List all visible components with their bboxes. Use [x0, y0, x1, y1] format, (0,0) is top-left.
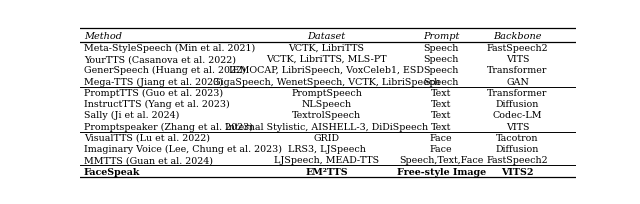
Text: Face: Face	[430, 144, 452, 153]
Text: Diffusion: Diffusion	[496, 100, 539, 109]
Text: Speech: Speech	[424, 66, 459, 75]
Text: VITS: VITS	[506, 55, 529, 64]
Text: VCTK, LibriTTS, MLS-PT: VCTK, LibriTTS, MLS-PT	[266, 55, 387, 64]
Text: MMTTS (Guan et al. 2024): MMTTS (Guan et al. 2024)	[84, 156, 213, 165]
Text: Face: Face	[430, 133, 452, 142]
Text: Method: Method	[84, 31, 122, 40]
Text: Internal Stylistic, AISHELL-3, DiDiSpeech: Internal Stylistic, AISHELL-3, DiDiSpeec…	[225, 122, 428, 131]
Text: PromptTTS (Guo et al. 2023): PromptTTS (Guo et al. 2023)	[84, 88, 223, 97]
Text: Text: Text	[431, 111, 451, 120]
Text: Transformer: Transformer	[487, 66, 548, 75]
Text: VITS: VITS	[506, 122, 529, 131]
Text: InstructTTS (Yang et al. 2023): InstructTTS (Yang et al. 2023)	[84, 100, 230, 109]
Text: VisualTTS (Lu et al. 2022): VisualTTS (Lu et al. 2022)	[84, 133, 210, 142]
Text: Text: Text	[431, 88, 451, 97]
Text: Sally (Ji et al. 2024): Sally (Ji et al. 2024)	[84, 111, 179, 120]
Text: EM²TTS: EM²TTS	[305, 167, 348, 176]
Text: IEMOCAP, LibriSpeech, VoxCeleb1, ESD: IEMOCAP, LibriSpeech, VoxCeleb1, ESD	[229, 66, 424, 75]
Text: Speech: Speech	[424, 55, 459, 64]
Text: GigaSpeech, WenetSpeech, VCTK, LibriSpeech: GigaSpeech, WenetSpeech, VCTK, LibriSpee…	[213, 77, 440, 86]
Text: VCTK, LibriTTS: VCTK, LibriTTS	[289, 44, 365, 53]
Text: Codec-LM: Codec-LM	[493, 111, 542, 120]
Text: Free-style Image: Free-style Image	[397, 167, 486, 176]
Text: Meta-StyleSpeech (Min et al. 2021): Meta-StyleSpeech (Min et al. 2021)	[84, 43, 255, 53]
Text: TextrolSpeech: TextrolSpeech	[292, 111, 361, 120]
Text: Mega-TTS (Jiang et al. 2023): Mega-TTS (Jiang et al. 2023)	[84, 77, 223, 86]
Text: Text: Text	[431, 100, 451, 109]
Text: Speech: Speech	[424, 77, 459, 86]
Text: GenerSpeech (Huang et al. 2022): GenerSpeech (Huang et al. 2022)	[84, 66, 246, 75]
Text: Promptspeaker (Zhang et al. 2023): Promptspeaker (Zhang et al. 2023)	[84, 122, 253, 131]
Text: NLSpeech: NLSpeech	[301, 100, 351, 109]
Text: Imaginary Voice (Lee, Chung et al. 2023): Imaginary Voice (Lee, Chung et al. 2023)	[84, 144, 282, 153]
Text: FaceSpeak: FaceSpeak	[84, 167, 140, 176]
Text: Transformer: Transformer	[487, 88, 548, 97]
Text: GRID: GRID	[314, 133, 339, 142]
Text: Prompt: Prompt	[423, 31, 460, 40]
Text: Tacotron: Tacotron	[496, 133, 539, 142]
Text: Diffusion: Diffusion	[496, 144, 539, 153]
Text: Text: Text	[431, 122, 451, 131]
Text: Dataset: Dataset	[307, 31, 346, 40]
Text: VITS2: VITS2	[501, 167, 534, 176]
Text: YourTTS (Casanova et al. 2022): YourTTS (Casanova et al. 2022)	[84, 55, 236, 64]
Text: FastSpeech2: FastSpeech2	[486, 44, 548, 53]
Text: Backbone: Backbone	[493, 31, 541, 40]
Text: GAN: GAN	[506, 77, 529, 86]
Text: LRS3, LJSpeech: LRS3, LJSpeech	[287, 144, 365, 153]
Text: Speech: Speech	[424, 44, 459, 53]
Text: Speech,Text,Face: Speech,Text,Face	[399, 156, 483, 165]
Text: PromptSpeech: PromptSpeech	[291, 88, 362, 97]
Text: LJSpeech, MEAD-TTS: LJSpeech, MEAD-TTS	[274, 156, 379, 165]
Text: FastSpeech2: FastSpeech2	[486, 156, 548, 165]
